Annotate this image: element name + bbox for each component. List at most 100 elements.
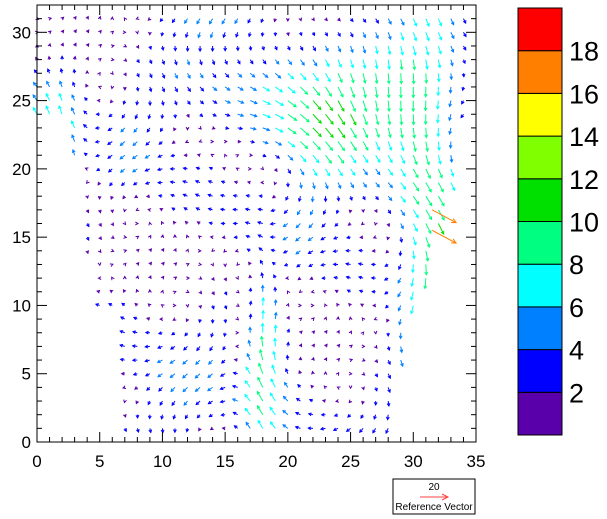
vector-arrowhead — [219, 386, 224, 391]
vector-arrowhead — [208, 166, 213, 171]
vector-arrowhead — [245, 194, 250, 198]
vector-arrowhead — [134, 302, 139, 307]
vector-arrow — [412, 32, 417, 41]
vector-arrow — [400, 209, 405, 216]
vector-arrowhead — [97, 15, 102, 20]
vector-arrowhead — [327, 78, 331, 83]
vector-arrowhead — [135, 261, 140, 266]
vector-arrowhead — [238, 73, 243, 78]
vector-arrowhead — [371, 289, 376, 294]
vector-arrow — [412, 127, 415, 138]
vector-arrowhead — [347, 414, 351, 418]
vector-arrow — [337, 127, 346, 138]
vector-arrowhead — [212, 74, 217, 79]
vector-arrow — [325, 168, 331, 177]
vector-arrowhead — [160, 304, 165, 308]
vector-arrowhead — [412, 255, 416, 260]
vector-arrowhead — [219, 207, 224, 212]
vector-arrowhead — [370, 276, 375, 280]
vector-arrow — [325, 154, 332, 164]
vector-arrowhead — [148, 429, 153, 434]
vector-arrowhead — [122, 86, 127, 91]
vector-arrowhead — [291, 143, 296, 148]
vector-arrowhead — [159, 208, 164, 212]
vector-arrowhead — [461, 73, 466, 78]
vector-arrow — [400, 45, 404, 55]
vector-arrowhead — [438, 50, 442, 55]
vector-arrowhead — [307, 250, 312, 254]
vector-arrowhead — [384, 304, 389, 309]
vector-arrowhead — [294, 425, 299, 430]
vector-arrowhead — [363, 183, 367, 188]
y-tick-label: 20 — [12, 160, 31, 179]
vector-arrowhead — [209, 235, 214, 240]
vector-arrowhead — [386, 416, 390, 421]
vector-arrowhead — [293, 117, 298, 121]
vector-arrowhead — [401, 212, 406, 217]
vector-arrow — [437, 73, 440, 82]
vector-arrowhead — [307, 412, 312, 417]
vector-arrowhead — [307, 237, 312, 242]
vector-arrowhead — [148, 275, 152, 280]
vector-arrowhead — [283, 210, 288, 215]
vector-arrowhead — [210, 262, 214, 267]
vector-arrowhead — [171, 19, 176, 24]
vector-arrowhead — [349, 344, 353, 349]
vector-arrow — [375, 86, 378, 98]
vector-arrowhead — [244, 207, 249, 212]
vector-arrowhead — [223, 319, 228, 324]
vector-arrowhead — [358, 248, 363, 253]
vector-arrowhead — [171, 402, 176, 407]
vector-arrowhead — [123, 413, 127, 418]
vector-arrowhead — [148, 221, 153, 226]
vector-arrowhead — [461, 87, 466, 92]
vector-arrowhead — [399, 108, 403, 113]
vector-arrowhead — [144, 181, 149, 185]
vector-arrowhead — [271, 364, 275, 369]
vector-arrowhead — [311, 370, 315, 375]
vector-arrow — [375, 154, 381, 163]
colorbar-segment — [517, 306, 563, 351]
vector-arrowhead — [340, 93, 344, 98]
vector-arrow — [299, 168, 305, 175]
vector-arrowhead — [374, 65, 379, 70]
vector-arrowhead — [324, 17, 328, 22]
vector-arrowhead — [345, 235, 351, 240]
y-tick-label: 0 — [22, 433, 31, 452]
vector-arrow — [362, 59, 366, 69]
vector-arrowhead — [185, 126, 190, 131]
vector-arrowhead — [362, 79, 367, 84]
vector-arrow — [387, 86, 390, 98]
vector-arrowhead — [111, 276, 115, 281]
vector-arrowhead — [256, 390, 261, 395]
vector-arrowhead — [399, 94, 403, 99]
vector-arrow — [412, 73, 415, 84]
vector-arrow — [425, 59, 428, 70]
vector-arrowhead — [135, 248, 140, 253]
vector-arrowhead — [46, 68, 51, 73]
vector-arrowhead — [223, 248, 227, 253]
vector-arrowhead — [248, 274, 253, 279]
vector-arrowhead — [364, 121, 368, 126]
vector-arrowhead — [122, 30, 127, 35]
vector-arrowhead — [133, 129, 138, 133]
vector-arrowhead — [271, 194, 276, 199]
vector-arrowhead — [174, 101, 178, 106]
vector-arrowhead — [440, 230, 445, 235]
vector-arrowhead — [348, 385, 353, 390]
vector-arrowhead — [339, 79, 343, 84]
vector-arrowhead — [226, 113, 231, 117]
vector-arrowhead — [279, 88, 284, 93]
vector-arrowhead — [173, 247, 177, 252]
vector-arrowhead — [267, 101, 272, 105]
vector-arrowhead — [223, 305, 228, 310]
y-axis: 0 5 10 15 20 25 30 — [12, 4, 476, 452]
vector-arrow — [425, 155, 430, 165]
vector-arrowhead — [301, 61, 305, 66]
vector-arrowhead — [359, 235, 364, 240]
vector-arrowhead — [305, 132, 310, 136]
vector-arrow — [275, 100, 284, 106]
vector-arrowhead — [234, 248, 239, 253]
vector-arrow — [412, 237, 417, 245]
vector-arrowhead — [211, 291, 215, 296]
